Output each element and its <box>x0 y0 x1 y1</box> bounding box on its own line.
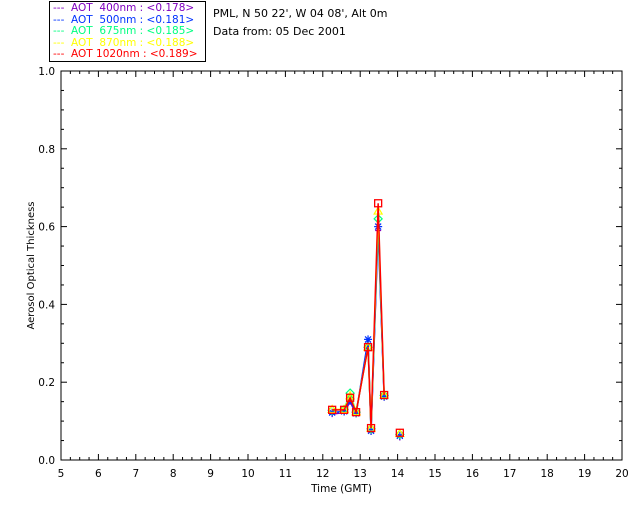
y-tick-label: 0.0 <box>38 455 55 467</box>
legend-entry: --- AOT 1020nm : <0.189> <box>50 48 205 61</box>
x-tick-label: 16 <box>466 468 480 480</box>
chart-subtitle: Data from: 05 Dec 2001 <box>213 25 346 38</box>
y-tick-label: 0.6 <box>38 222 55 234</box>
data-point <box>363 343 373 352</box>
plot-frame <box>60 70 623 461</box>
data-point <box>345 393 355 402</box>
data-point <box>351 406 362 416</box>
series-line <box>332 203 385 429</box>
legend-swatch: --- <box>53 25 72 37</box>
data-point <box>339 404 350 414</box>
x-tick-label: 13 <box>354 468 367 480</box>
legend-label: AOT 870nm : <0.188> <box>71 36 195 49</box>
chart-title: PML, N 50 22', W 04 08', Alt 0m <box>213 7 388 20</box>
data-point <box>374 199 383 208</box>
x-tick-label: 10 <box>241 468 254 480</box>
x-tick-label: 9 <box>207 468 214 480</box>
data-point <box>379 390 389 401</box>
legend-label: AOT 400nm : <0.178> <box>71 2 195 14</box>
legend-entry: --- AOT 675nm : <0.185> <box>50 25 205 38</box>
x-tick-label: 17 <box>503 468 516 480</box>
x-tick-label: 12 <box>316 468 329 480</box>
y-tick-label: 0.4 <box>38 299 55 311</box>
y-tick-label: 1.0 <box>38 66 55 78</box>
legend-entry: --- AOT 500nm : <0.181> <box>50 13 205 27</box>
legend-swatch: --- <box>53 36 72 49</box>
x-tick-label: 6 <box>95 468 102 480</box>
legend-label: AOT 1020nm : <0.189> <box>71 48 198 60</box>
legend-swatch: --- <box>53 48 72 60</box>
x-tick-label: 5 <box>58 468 65 480</box>
x-tick-label: 18 <box>541 468 554 480</box>
data-point <box>366 423 376 433</box>
data-point <box>327 404 338 414</box>
x-tick-label: 15 <box>428 468 441 480</box>
data-point <box>379 390 389 400</box>
data-point <box>339 405 349 414</box>
x-tick-label: 20 <box>615 468 628 480</box>
data-point <box>364 335 373 344</box>
x-tick-label: 14 <box>391 468 405 480</box>
x-tick-label: 19 <box>578 468 591 480</box>
y-axis-label: Aerosol Optical Thickness <box>26 201 37 329</box>
x-tick-label: 7 <box>132 468 139 480</box>
y-tick-label: 0.8 <box>38 144 55 156</box>
legend-entry: --- AOT 400nm : <0.178> <box>50 2 205 15</box>
data-point <box>395 428 404 437</box>
legend-swatch: --- <box>53 2 72 14</box>
data-point <box>340 407 349 416</box>
x-tick-label: 11 <box>279 468 292 480</box>
data-point <box>366 424 376 434</box>
data-point <box>351 408 361 417</box>
y-tick-label: 0.2 <box>38 377 55 389</box>
legend: --- AOT 400nm : <0.178> --- AOT 500nm : <… <box>49 1 206 62</box>
data-point <box>327 405 337 414</box>
legend-entry: --- AOT 870nm : <0.188> <box>50 36 205 50</box>
legend-label: AOT 500nm : <0.181> <box>71 13 195 26</box>
legend-swatch: --- <box>53 13 72 26</box>
x-axis-label: Time (GMT) <box>310 483 372 495</box>
x-tick-label: 8 <box>170 468 177 480</box>
legend-label: AOT 675nm : <0.185> <box>71 25 195 37</box>
data-point <box>380 392 389 401</box>
data-point <box>394 429 405 440</box>
